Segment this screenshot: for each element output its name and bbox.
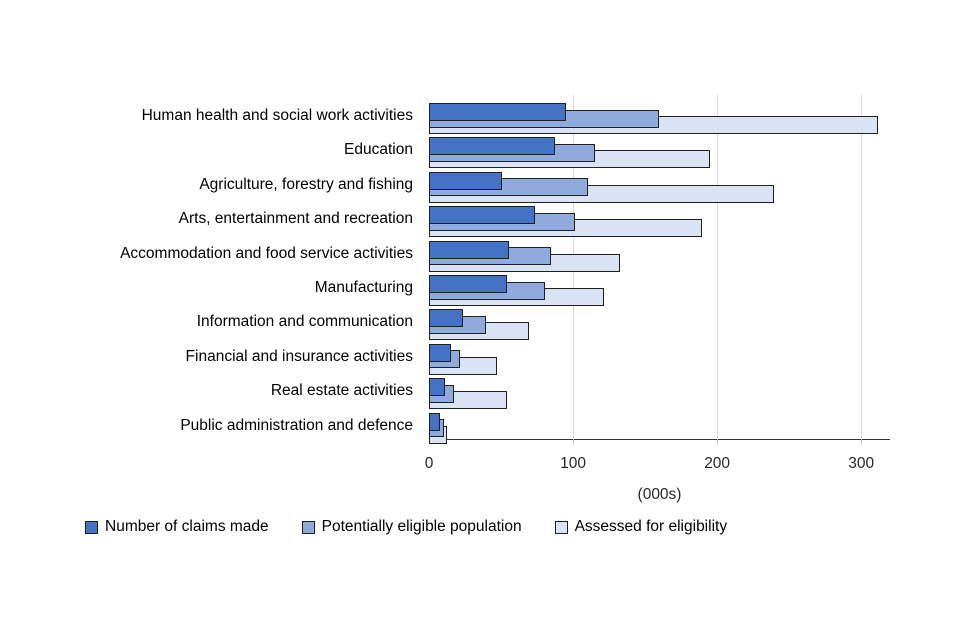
category-label: Arts, entertainment and recreation bbox=[178, 210, 413, 228]
gridline-200 bbox=[717, 95, 719, 439]
legend-label: Number of claims made bbox=[105, 518, 269, 535]
x-tick-label-100: 100 bbox=[560, 455, 586, 472]
gridline-300 bbox=[861, 95, 863, 439]
legend-label: Potentially eligible population bbox=[321, 518, 522, 535]
bar-series1-row2 bbox=[429, 137, 555, 156]
legend-swatch-icon bbox=[554, 520, 568, 534]
category-label: Human health and social work activities bbox=[141, 107, 413, 124]
category-label: Public administration and defence bbox=[180, 416, 413, 434]
tick-mark-100 bbox=[573, 439, 575, 444]
category-label: Information and communication bbox=[196, 313, 413, 331]
category-label: Accommodation and food service activitie… bbox=[120, 244, 413, 262]
x-tick-label-200: 200 bbox=[704, 455, 731, 472]
tick-mark-200 bbox=[717, 439, 719, 444]
category-label: Real estate activities bbox=[270, 382, 413, 400]
category-label: Education bbox=[344, 141, 413, 159]
x-tick-label-300: 300 bbox=[848, 455, 875, 472]
bar-series1-row10 bbox=[429, 412, 440, 431]
bar-series1-row7 bbox=[429, 309, 463, 328]
legend-swatch-icon bbox=[301, 520, 315, 534]
bar-series1-row3 bbox=[429, 171, 502, 190]
category-label: Manufacturing bbox=[314, 279, 413, 296]
x-axis-label: (000s) bbox=[637, 486, 682, 503]
legend-label: Assessed for eligibility bbox=[574, 518, 728, 535]
x-tick-label-0: 0 bbox=[424, 455, 434, 472]
plot-area bbox=[429, 95, 890, 444]
bar-series1-row6 bbox=[429, 275, 508, 293]
bar-series1-row1 bbox=[429, 103, 567, 121]
bar-series1-row4 bbox=[429, 206, 535, 225]
bar-series1-row9 bbox=[429, 378, 446, 397]
legend-item-3: Assessed for eligibility bbox=[554, 518, 728, 536]
category-label: Agriculture, forestry and fishing bbox=[199, 175, 413, 193]
category-label: Financial and insurance activities bbox=[185, 347, 413, 365]
tick-mark-300 bbox=[861, 439, 863, 444]
bar-series1-row5 bbox=[429, 240, 509, 259]
bar-series1-row8 bbox=[429, 343, 452, 362]
legend-swatch-icon bbox=[85, 520, 98, 534]
legend: Number of claims made Potentially eligibl… bbox=[85, 518, 727, 536]
legend-item-1: Number of claims made bbox=[85, 518, 269, 536]
legend-item-2: Potentially eligible population bbox=[301, 518, 522, 536]
